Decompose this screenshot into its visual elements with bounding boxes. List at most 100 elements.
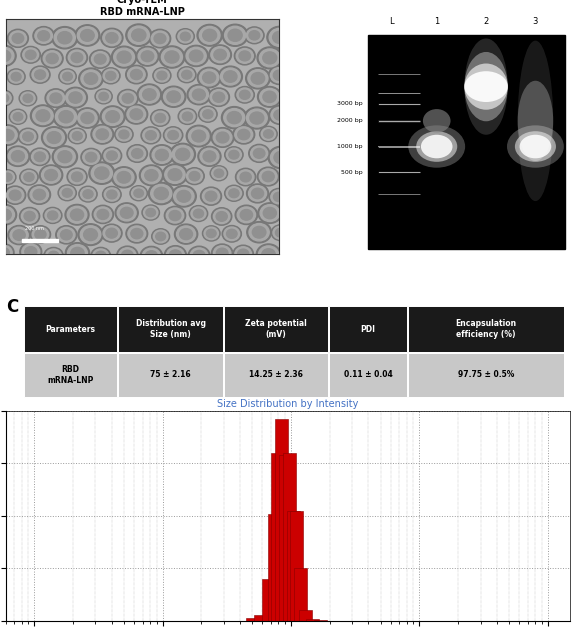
Circle shape (101, 28, 123, 48)
Circle shape (211, 46, 229, 63)
Text: Zeta potential
(mV): Zeta potential (mV) (245, 319, 307, 339)
Circle shape (175, 224, 198, 244)
Circle shape (45, 89, 67, 107)
Bar (224, 352, 328, 398)
Circle shape (164, 127, 183, 144)
Circle shape (117, 246, 138, 265)
Circle shape (211, 128, 234, 147)
Circle shape (190, 50, 203, 61)
Circle shape (55, 148, 75, 166)
Circle shape (274, 110, 286, 120)
Circle shape (100, 106, 125, 127)
Bar (306, 619, 319, 621)
Circle shape (105, 71, 116, 80)
Circle shape (6, 146, 30, 166)
Circle shape (211, 244, 233, 262)
Circle shape (142, 248, 161, 264)
Circle shape (47, 132, 61, 144)
Circle shape (83, 150, 100, 164)
Circle shape (107, 151, 118, 161)
Circle shape (11, 110, 25, 123)
Circle shape (152, 147, 172, 164)
Circle shape (24, 211, 35, 221)
Circle shape (247, 109, 267, 127)
Circle shape (59, 69, 76, 84)
Circle shape (223, 108, 245, 127)
Text: 0.11 ± 0.04: 0.11 ± 0.04 (344, 371, 393, 379)
Circle shape (95, 89, 112, 104)
Circle shape (97, 90, 111, 102)
Circle shape (249, 224, 269, 241)
Circle shape (143, 89, 156, 100)
Circle shape (173, 187, 194, 205)
Circle shape (12, 33, 24, 43)
Bar (118, 352, 223, 398)
Circle shape (19, 91, 37, 106)
Circle shape (84, 229, 97, 241)
Circle shape (269, 189, 289, 206)
Circle shape (166, 208, 184, 223)
Circle shape (226, 187, 241, 200)
Circle shape (70, 209, 84, 221)
Circle shape (118, 90, 138, 107)
Text: PDI: PDI (361, 325, 376, 334)
Circle shape (264, 130, 273, 138)
Text: 2: 2 (483, 17, 488, 26)
Circle shape (94, 207, 112, 222)
Circle shape (252, 188, 264, 199)
Circle shape (267, 26, 293, 48)
Circle shape (251, 73, 264, 84)
Circle shape (68, 50, 86, 65)
Circle shape (262, 249, 275, 260)
Circle shape (47, 90, 65, 106)
Circle shape (142, 205, 160, 220)
Circle shape (50, 93, 62, 103)
Circle shape (93, 249, 109, 263)
Circle shape (228, 29, 242, 41)
Circle shape (111, 46, 137, 68)
Bar (283, 453, 295, 621)
Text: Encapsulation
efficiency (%): Encapsulation efficiency (%) (456, 319, 517, 339)
Circle shape (240, 209, 252, 220)
Circle shape (68, 128, 86, 144)
Circle shape (22, 132, 33, 141)
Bar (24, 306, 118, 352)
Circle shape (260, 204, 279, 221)
Circle shape (247, 184, 268, 203)
Bar (262, 579, 275, 621)
Circle shape (156, 232, 165, 241)
Circle shape (89, 162, 115, 184)
Circle shape (48, 251, 59, 260)
Circle shape (41, 49, 63, 68)
Circle shape (249, 31, 260, 40)
Circle shape (32, 227, 49, 241)
Circle shape (205, 191, 217, 201)
Circle shape (165, 166, 185, 184)
Circle shape (263, 208, 276, 219)
Circle shape (13, 113, 23, 121)
Circle shape (204, 227, 218, 240)
Ellipse shape (515, 131, 556, 162)
Circle shape (260, 88, 279, 105)
Circle shape (0, 47, 14, 65)
Circle shape (166, 248, 184, 263)
Circle shape (43, 208, 62, 223)
Circle shape (53, 105, 79, 128)
Circle shape (70, 130, 85, 142)
Circle shape (31, 226, 51, 243)
Circle shape (229, 189, 239, 198)
Circle shape (151, 31, 169, 46)
Circle shape (244, 107, 270, 129)
Circle shape (263, 91, 276, 103)
Circle shape (145, 130, 156, 140)
Circle shape (200, 108, 215, 121)
Circle shape (208, 88, 229, 107)
Circle shape (126, 24, 151, 46)
Circle shape (259, 169, 277, 184)
Circle shape (200, 187, 222, 205)
Ellipse shape (518, 41, 553, 201)
Circle shape (188, 246, 210, 265)
Circle shape (221, 68, 240, 85)
Circle shape (43, 51, 61, 66)
Circle shape (198, 67, 221, 88)
